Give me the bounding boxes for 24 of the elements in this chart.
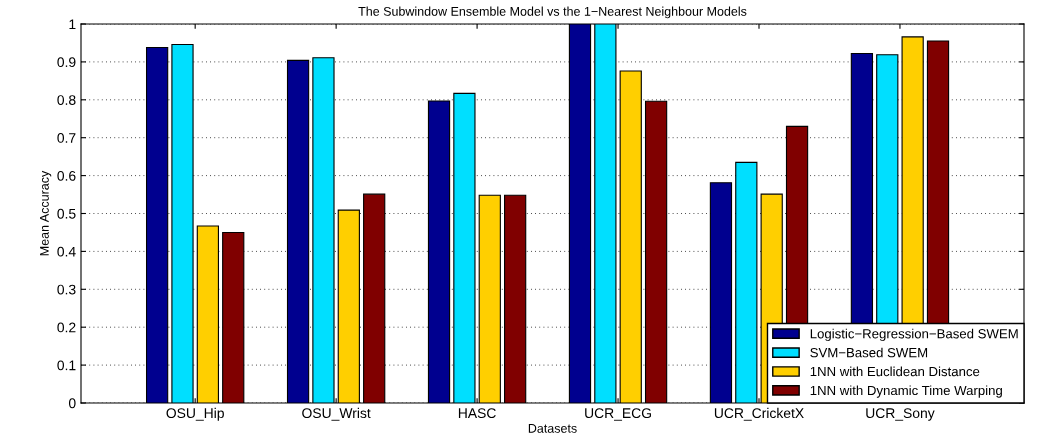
- y-axis-title: Mean Accuracy: [40, 170, 52, 256]
- y-tick-label: 0.6: [57, 170, 76, 181]
- y-tick-label: 0.8: [57, 95, 76, 105]
- y-tick-label: 0.3: [57, 284, 76, 295]
- x-tick-label: OSU_Hip: [166, 407, 224, 421]
- x-tick-label: HASC: [458, 408, 496, 419]
- y-tick-label: 0.1: [57, 360, 76, 371]
- y-tick-label: 0: [68, 398, 76, 409]
- x-tick-label: OSU_Wrist: [302, 407, 371, 421]
- x-tick-label: UCR_ECG: [585, 408, 651, 421]
- y-tick-label: 0.4: [57, 246, 76, 257]
- y-tick-label: 0.5: [57, 208, 76, 219]
- y-tick-label: 0.9: [57, 57, 76, 68]
- chart-title: The Subwindow Ensemble Model vs the 1−Nearest Neighbour Models: [358, 6, 747, 19]
- legend-label: Logistic−Regression−Based SWEM: [810, 328, 1018, 342]
- legend-label: SVM−Based SWEM: [810, 347, 928, 358]
- x-tick-label: UCR_CricketX: [714, 407, 804, 421]
- legend-label: 1NN with Euclidean Distance: [810, 366, 980, 377]
- x-axis-title: Datasets: [528, 424, 577, 433]
- legend-label: 1NN with Dynamic Time Warping: [810, 385, 1002, 398]
- x-tick-label: UCR_Sony: [866, 408, 935, 421]
- y-tick-label: 0.7: [57, 133, 76, 143]
- y-tick-label: 1: [69, 19, 76, 30]
- y-tick-label: 0.2: [57, 322, 76, 333]
